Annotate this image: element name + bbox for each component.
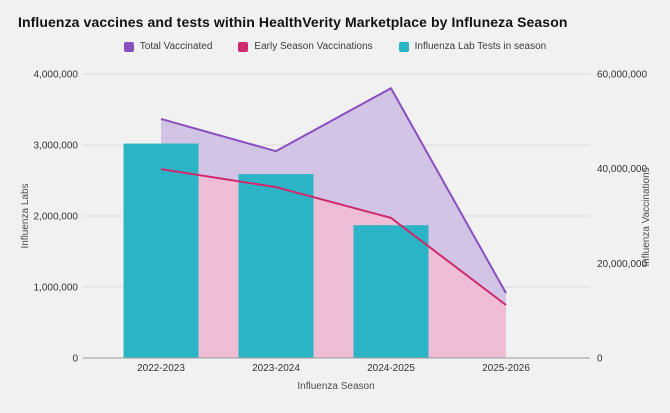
y-right-tick-label: 20,000,000 [597,259,647,270]
x-tick-label: 2023-2024 [252,363,300,374]
x-axis-title: Influenza Season [297,381,374,392]
y-left-tick-label: 1,000,000 [34,283,79,294]
y-right-tick-label: 0 [597,354,603,365]
legend-label: Total Vaccinated [139,41,213,52]
y-left-tick-label: 3,000,000 [34,141,79,152]
legend-item-3: Influenza Lab Tests in season [398,41,547,52]
y-left-tick-label: 2,000,000 [34,212,79,223]
y-left-axis-title: Influenza Labs [20,183,31,248]
total-vaccinated-area [161,88,506,305]
legend-item-1: Total Vaccinated [123,41,213,52]
legend-label: Early Season Vaccinations [254,41,373,52]
bar-2022-2023[interactable] [123,143,199,358]
y-right-tick-label: 40,000,000 [597,164,647,175]
legend-label: Influenza Lab Tests in season [414,41,547,52]
chart-legend: Total Vaccinated Early Season Vaccination… [0,41,670,52]
x-tick-label: 2022-2023 [137,363,185,374]
legend-swatch-icon [238,41,249,52]
x-tick-label: 2024-2025 [367,363,415,374]
y-right-axis-title: Influenza Vaccinations [641,167,652,266]
legend-item-2: Early Season Vaccinations [238,41,373,52]
bar-2023-2024[interactable] [238,174,314,358]
early-season-line [160,168,507,306]
y-left-tick-label: 4,000,000 [34,70,79,81]
y-left-tick-label: 0 [72,354,78,365]
chart-title: Influenza vaccines and tests within Heal… [18,14,568,30]
y-right-tick-label: 60,000,000 [597,70,647,81]
total-vaccinated-line [160,87,507,294]
legend-swatch-icon [123,41,134,52]
x-tick-label: 2025-2026 [482,363,530,374]
legend-swatch-icon [398,41,409,52]
bar-2024-2025[interactable] [353,225,429,358]
